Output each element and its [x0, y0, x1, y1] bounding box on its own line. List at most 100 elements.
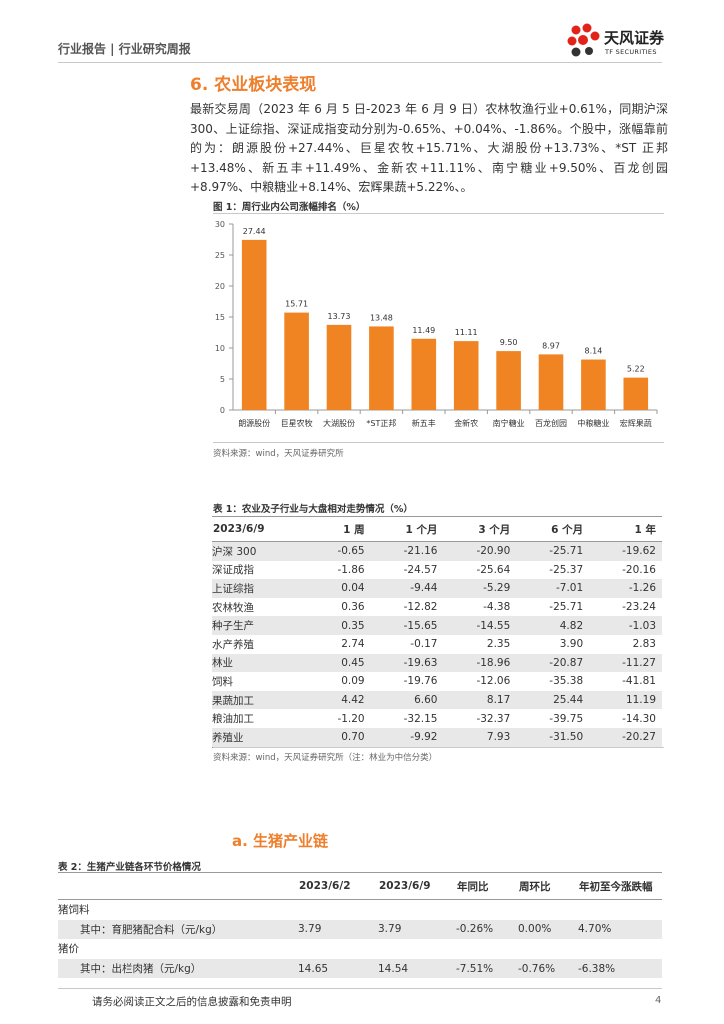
table1-cell: 0.09: [341, 675, 365, 688]
table1-cell: 沪深 300: [212, 541, 310, 561]
table1-row: 沪深 300 -0.65 -21.16 -20.90 -25.71 -19.62: [212, 541, 662, 561]
table1-cell: -21.16: [370, 541, 444, 561]
figure-bottom-divider: [213, 442, 664, 443]
table1-cell: -32.15: [403, 712, 438, 725]
table1-row: 饲料 0.09 -19.76 -12.06 -35.38 -41.81: [212, 672, 662, 691]
table2-cell: -0.76%: [518, 958, 578, 979]
table1-cell: -25.64: [476, 563, 511, 576]
footer-divider: [58, 988, 662, 989]
table1-cell: 8.17: [443, 690, 517, 710]
table2-cell: 猪价: [58, 943, 79, 956]
table1-cell: -23.24: [622, 601, 656, 614]
logo-text-cn: 天风证券: [604, 29, 665, 47]
table1-cell: -14.55: [443, 616, 517, 635]
table1-cell: -19.63: [370, 653, 444, 673]
table2-cell: [298, 939, 378, 959]
table2-cell: 4.70%: [578, 919, 662, 940]
table2-title: 表 2：生猪产业链各环节价格情况: [58, 862, 201, 873]
table1-cell: -35.38: [549, 675, 584, 688]
table1-cell: -1.20: [337, 712, 365, 725]
bar: [623, 377, 649, 410]
table1-cell: 粮油加工: [212, 713, 254, 726]
section-title: 6. 农业板块表现: [190, 75, 317, 95]
table1-cell: -19.62: [589, 541, 662, 561]
table2-cell: 其中：育肥猪配合料（元/kg）: [58, 919, 298, 940]
table2: 2023/6/2 2023/6/9 年同比 周环比 年初至今涨跌幅 猪饲料 其中：…: [58, 872, 662, 979]
table2-cell: 猪饲料: [58, 904, 90, 917]
table2-header-cell: 周环比: [518, 872, 578, 900]
table2-row: 猪饲料: [58, 900, 662, 920]
table1-cell: 0.36: [341, 601, 365, 614]
table1-cell: -20.90: [443, 541, 517, 561]
table2-row: 猪价: [58, 939, 662, 959]
table1-cell: 0.45: [310, 653, 371, 673]
table1-cell: 上证综指: [212, 579, 310, 598]
table2-cell: [456, 900, 518, 920]
table2-cell: -7.51%: [456, 958, 518, 979]
section-paragraph: 最新交易周（2023 年 6 月 5 日-2023 年 6 月 9 日）农林牧渔…: [190, 102, 668, 194]
x-category-label: 百龙创园: [535, 418, 567, 428]
figure-source: 资料来源：wind，天风证券研究所: [213, 449, 344, 459]
table1-row: 果蔬加工 4.42 6.60 8.17 25.44 11.19: [212, 690, 662, 710]
bar-value-label: 13.48: [370, 313, 393, 322]
table1-cell: -20.16: [622, 563, 656, 576]
bar-value-label: 9.50: [500, 338, 518, 347]
table2-cell: [578, 939, 662, 959]
table2-cell: [378, 900, 456, 920]
x-category-label: 金新农: [454, 418, 478, 428]
table1-header-row: 2023/6/9 1 周 1 个月 3 个月 6 个月 1 年: [212, 516, 662, 542]
page-number: 4: [655, 995, 662, 1006]
bar-value-label: 13.73: [328, 312, 351, 321]
table1-cell: 0.70: [310, 727, 371, 748]
table1-cell: -1.86: [337, 563, 365, 576]
table1-cell: 2.74: [341, 638, 365, 651]
table2-cell: [518, 900, 578, 920]
table1-cell: -25.37: [549, 563, 584, 576]
report-breadcrumb: 行业报告 | 行业研究周报: [58, 42, 191, 56]
bar-value-label: 15.71: [285, 300, 308, 309]
table1-row: 种子生产 0.35 -15.65 -14.55 4.82 -1.03: [212, 616, 662, 635]
table2-cell: -0.26%: [456, 919, 518, 940]
table1-cell: -1.03: [589, 616, 662, 635]
table2-header-cell: 年同比: [456, 872, 518, 900]
table1-row: 粮油加工 -1.20 -32.15 -32.37 -39.75 -14.30: [212, 709, 662, 728]
table1-cell: -25.71: [516, 541, 590, 561]
bar: [369, 326, 394, 410]
table1-title: 表 1：农业及子行业与大盘相对走势情况（%）: [213, 504, 413, 515]
table1-cell: 0.35: [310, 616, 371, 635]
bar-value-label: 5.22: [627, 365, 645, 374]
table2-cell: 14.65: [298, 958, 378, 979]
x-category-label: 南宁糖业: [493, 418, 525, 428]
table2-cell: [298, 900, 378, 920]
table1-cell: -25.71: [549, 601, 584, 614]
bar-value-label: 8.14: [584, 347, 602, 356]
table1-header-cell: 1 年: [589, 516, 662, 542]
table2-header-cell: 2023/6/9: [378, 872, 456, 900]
table1-cell: -19.76: [403, 675, 438, 688]
table1-cell: 农林牧渔: [212, 601, 254, 614]
x-category-label: *ST正邦: [366, 418, 396, 428]
table1: 2023/6/9 1 周 1 个月 3 个月 6 个月 1 年 沪深 300 -0…: [212, 516, 662, 748]
table1-row: 养殖业 0.70 -9.92 7.93 -31.50 -20.27: [212, 727, 662, 748]
table1-cell: -5.29: [443, 579, 517, 598]
table1-cell: -7.01: [516, 579, 590, 598]
table1-header-cell: 3 个月: [443, 516, 517, 542]
table1-header-cell: 6 个月: [516, 516, 590, 542]
bar-value-label: 27.44: [243, 227, 266, 236]
table1-header-cell: 2023/6/9: [212, 516, 310, 542]
table1-cell: -18.96: [443, 653, 517, 673]
table1-cell: 2.35: [486, 638, 511, 651]
table2-cell: -6.38%: [578, 958, 662, 979]
bar: [326, 324, 352, 410]
x-category-label: 朗源股份: [238, 418, 270, 428]
table2-cell: 0.00%: [518, 919, 578, 940]
table1-cell: 25.44: [516, 690, 590, 710]
table1-source: 资料来源：wind，天风证券研究所（注：林业为中信分类）: [213, 753, 438, 763]
table1-cell: -32.37: [476, 712, 511, 725]
x-category-label: 宏辉果蔬: [620, 418, 652, 428]
table1-cell: -9.44: [370, 579, 444, 598]
table1-cell: 4.82: [516, 616, 590, 635]
company-logo: 天风证券 TF SECURITIES: [566, 22, 676, 62]
bar: [538, 354, 564, 410]
y-tick-label: 25: [215, 251, 225, 260]
